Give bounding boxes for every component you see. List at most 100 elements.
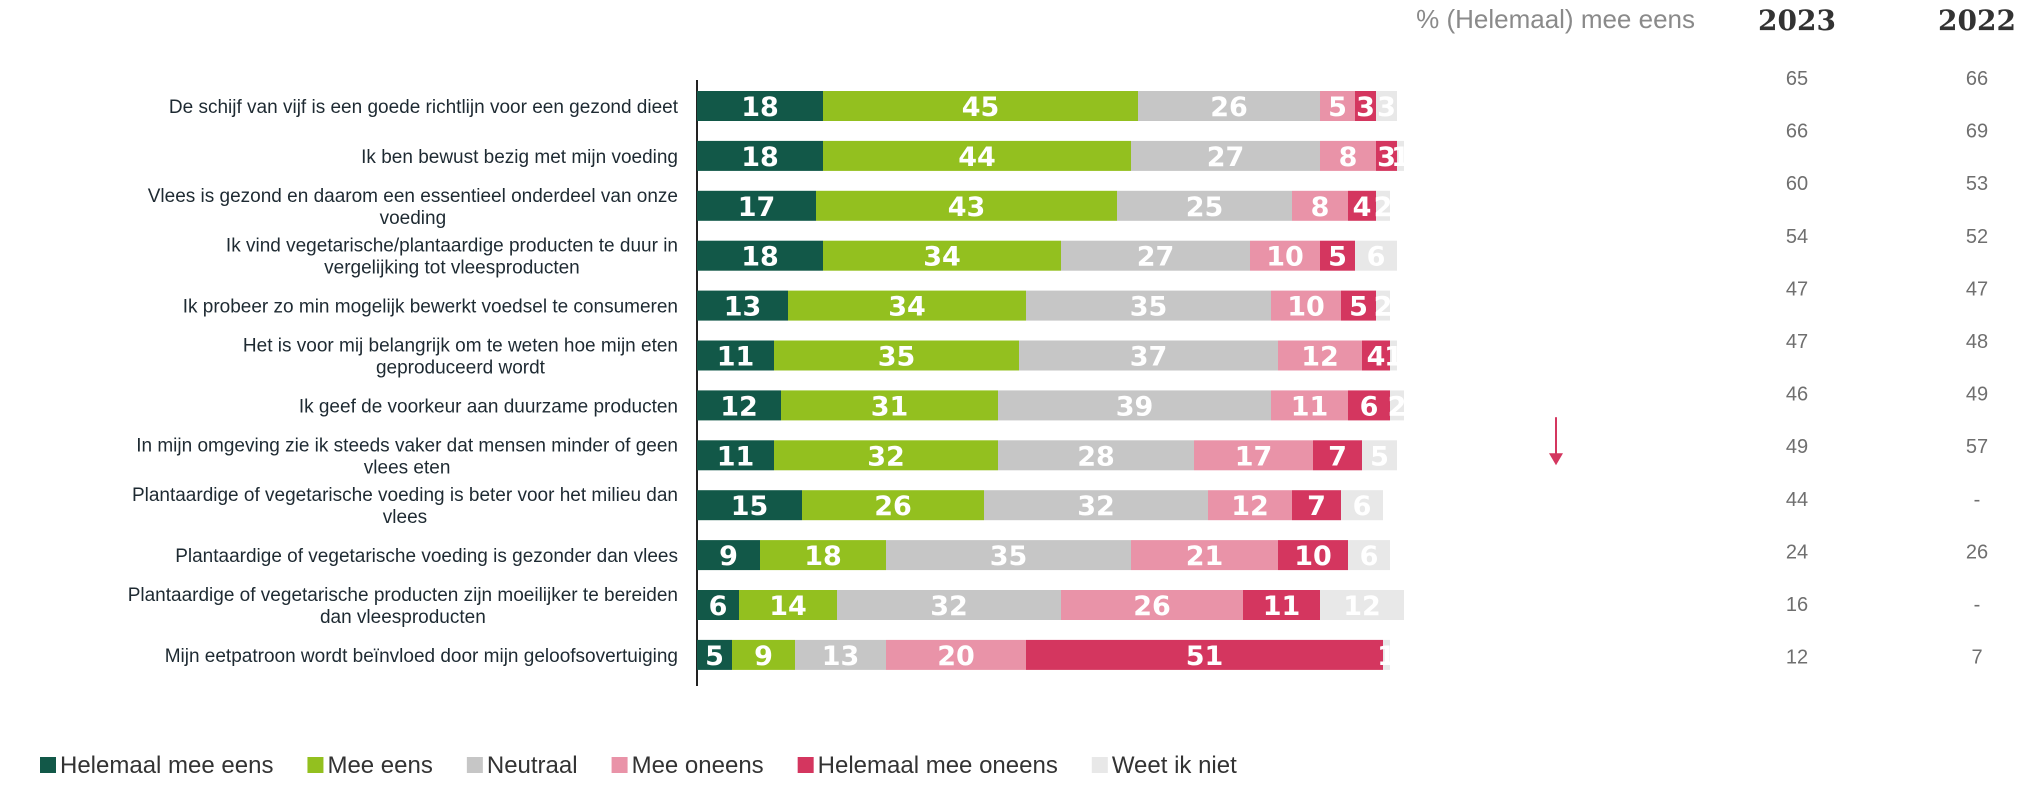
bar-segment-helemaal-mee-oneens <box>1362 340 1390 371</box>
bar-value-label: 39 <box>1116 391 1154 422</box>
bar-value-label: 1 <box>1391 142 1410 173</box>
bar-segment-mee-oneens <box>1278 340 1362 371</box>
agree-2022-value: 69 <box>1966 121 1988 143</box>
bar-value-label: 11 <box>1291 391 1329 422</box>
bar-segment-mee-oneens <box>1208 490 1292 521</box>
bar-segment-mee-eens <box>816 190 1117 221</box>
bar-segment-mee-oneens <box>1320 91 1355 121</box>
bar-segment-helemaal-mee-eens <box>697 140 823 171</box>
bar-segment-weet-ik-niet <box>1376 190 1390 221</box>
bar-segment-mee-oneens <box>1320 140 1376 171</box>
bar-segment-neutraal <box>1138 91 1320 121</box>
bar-segment-mee-eens <box>781 390 998 421</box>
bar-value-label: 12 <box>1301 342 1339 373</box>
bar-value-label: 32 <box>930 591 968 622</box>
annotations <box>1549 417 1563 466</box>
bar-segment-helemaal-mee-oneens <box>1348 190 1376 221</box>
bar-segment-mee-oneens <box>1250 240 1320 271</box>
category-label: geproduceerd wordt <box>376 358 546 379</box>
legend-label: Mee eens <box>327 752 432 779</box>
agree-2022-value: 48 <box>1966 331 1988 353</box>
category-label: Mijn eetpatroon wordt beïnvloed door mij… <box>165 646 678 667</box>
category-label: dan vleesproducten <box>320 607 486 628</box>
bar-row: Mijn eetpatroon wordt beïnvloed door mij… <box>165 639 1396 672</box>
agree-2023-value: 66 <box>1786 121 1808 143</box>
bar-row: Plantaardige of vegetarische voeding is … <box>132 485 1383 528</box>
bar-value-label: 12 <box>720 391 758 422</box>
legend-swatch <box>40 757 56 773</box>
bar-segment-mee-eens <box>774 440 998 471</box>
agree-2022-value: 53 <box>1966 173 1988 195</box>
agree-2022-value: 26 <box>1966 541 1988 563</box>
bar-segment-weet-ik-niet <box>1397 140 1404 171</box>
legend-label: Helemaal mee eens <box>60 752 273 779</box>
bar-value-label: 20 <box>937 641 975 672</box>
decrease-arrow-icon <box>1549 453 1563 466</box>
bar-segment-helemaal-mee-eens <box>697 639 732 670</box>
bar-value-label: 5 <box>1328 92 1347 123</box>
bar-value-label: 28 <box>1077 441 1115 472</box>
bar-value-label: 35 <box>878 342 916 373</box>
bar-value-label: 4 <box>1367 342 1386 373</box>
bar-segment-helemaal-mee-eens <box>697 490 802 521</box>
bar-segment-mee-eens <box>760 540 886 571</box>
bar-segment-neutraal <box>1117 190 1292 221</box>
bar-row: Ik vind vegetarische/plantaardige produc… <box>226 236 1397 279</box>
bar-segment-weet-ik-niet <box>1355 240 1397 271</box>
bar-segment-helemaal-mee-eens <box>697 340 774 371</box>
agree-2023-value: 60 <box>1786 173 1808 195</box>
agree-2023-value: 54 <box>1786 226 1808 248</box>
bar-segment-mee-oneens <box>1131 540 1278 571</box>
bar-segment-neutraal <box>837 590 1061 620</box>
bar-value-label: 31 <box>871 391 909 422</box>
legend-item-neutraal: Neutraal <box>466 752 578 779</box>
legend-item-mee-oneens: Mee oneens <box>611 752 764 779</box>
bar-value-label: 27 <box>1207 142 1245 173</box>
bar-row: Plantaardige of vegetarische producten z… <box>128 585 1404 628</box>
bar-segment-mee-eens <box>739 590 837 620</box>
bar-value-label: 13 <box>822 641 860 672</box>
category-label: Het is voor mij belangrijk om te weten h… <box>243 336 678 357</box>
bar-value-label: 14 <box>769 591 807 622</box>
bar-value-label: 8 <box>1311 192 1330 223</box>
bar-value-label: 34 <box>923 242 961 273</box>
bar-segment-weet-ik-niet <box>1376 290 1390 321</box>
bar-row: In mijn omgeving zie ik steeds vaker dat… <box>136 435 1397 478</box>
bar-segment-helemaal-mee-oneens <box>1355 91 1376 121</box>
legend-item-weet-ik-niet: Weet ik niet <box>1091 752 1237 779</box>
category-label: Vlees is gezond en daarom een essentieel… <box>148 186 678 207</box>
category-label: Ik vind vegetarische/plantaardige produc… <box>226 236 678 257</box>
bar-segment-helemaal-mee-oneens <box>1376 140 1397 171</box>
bar-value-label: 43 <box>948 192 986 223</box>
bar-segment-helemaal-mee-oneens <box>1313 440 1362 471</box>
bar-value-label: 3 <box>1377 92 1396 123</box>
bar-segment-helemaal-mee-oneens <box>1348 390 1390 421</box>
bar-segment-weet-ik-niet <box>1320 590 1404 620</box>
bar-segment-neutraal <box>1026 290 1271 321</box>
bar-value-label: 18 <box>804 541 842 572</box>
legend-label: Helemaal mee oneens <box>818 752 1058 779</box>
bar-value-label: 26 <box>1133 591 1171 622</box>
bar-value-label: 6 <box>709 591 728 622</box>
bar-row: Plantaardige of vegetarische voeding is … <box>175 540 1390 572</box>
bar-value-label: 5 <box>1370 441 1389 472</box>
bar-value-label: 9 <box>754 641 773 672</box>
category-label: Plantaardige of vegetarische producten z… <box>128 585 678 606</box>
bar-segment-mee-eens <box>802 490 984 521</box>
bar-segment-weet-ik-niet <box>1348 540 1390 571</box>
bar-value-label: 2 <box>1374 192 1393 223</box>
bar-value-label: 21 <box>1186 541 1224 572</box>
bar-row: Ik probeer zo min mogelijk bewerkt voeds… <box>183 290 1392 323</box>
legend-label: Neutraal <box>487 752 578 779</box>
category-label: voeding <box>380 208 447 229</box>
bar-segment-helemaal-mee-oneens <box>1278 540 1348 571</box>
year-header-2023: 2023 <box>1758 4 1836 37</box>
bar-value-label: 27 <box>1137 242 1175 273</box>
bar-segment-helemaal-mee-eens <box>697 540 760 571</box>
legend-swatch <box>797 757 814 773</box>
bar-segment-neutraal <box>886 540 1131 571</box>
legend-swatch <box>611 757 628 773</box>
bar-segment-mee-eens <box>823 240 1061 271</box>
bar-value-label: 13 <box>724 292 762 323</box>
agree-2023-value: 46 <box>1786 384 1808 406</box>
